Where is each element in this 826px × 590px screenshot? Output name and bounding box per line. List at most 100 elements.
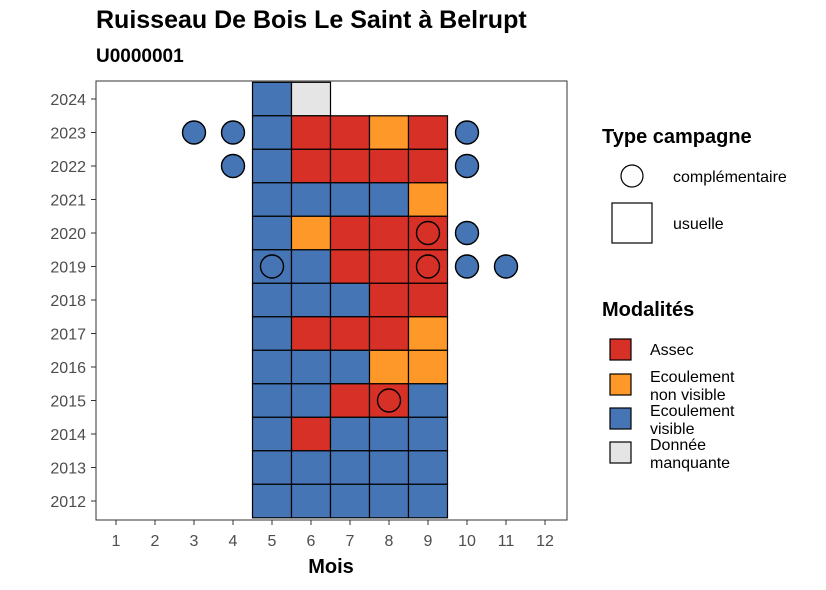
legend-label-ecoulement_non_visible-0: Ecoulement	[650, 369, 735, 386]
x-tick-label-8: 8	[385, 533, 394, 550]
tile-2015-9	[407, 383, 449, 418]
legend-key-ecoulement_non_visible	[609, 373, 632, 396]
tile-2023-9	[407, 115, 449, 150]
tile-2015-7	[329, 383, 371, 418]
x-tick-label-1: 1	[112, 533, 121, 550]
tile-2019-7	[329, 249, 371, 284]
y-tick-label-2019: 2019	[50, 260, 86, 277]
tile-2019-8	[368, 249, 410, 284]
point-2020-10	[454, 220, 480, 246]
tile-2012-5	[251, 483, 293, 519]
x-tick-label-9: 9	[424, 533, 433, 550]
point-2023-3	[181, 120, 207, 145]
tile-2017-5	[251, 316, 293, 351]
tile-2016-6	[290, 349, 332, 385]
x-tick-label-12: 12	[536, 533, 554, 550]
tile-2013-5	[251, 450, 293, 485]
y-tick-label-2022: 2022	[50, 159, 86, 176]
tile-2012-9	[407, 483, 449, 519]
tile-2012-8	[368, 483, 410, 519]
tile-2022-6	[290, 148, 332, 184]
y-tick-label-2018: 2018	[50, 293, 86, 310]
tile-2022-9	[407, 148, 449, 184]
tile-2013-6	[290, 450, 332, 485]
x-tick-label-7: 7	[346, 533, 355, 550]
y-tick-label-2020: 2020	[50, 226, 86, 243]
y-tick-label-2017: 2017	[50, 327, 86, 344]
x-axis: 1 2 3 4 5 6 7 8 9 10 11 12	[112, 520, 554, 550]
tile-2023-8	[368, 115, 410, 150]
tile-2012-7	[329, 483, 371, 519]
tiles-layer	[251, 81, 449, 519]
x-tick-label-2: 2	[151, 533, 160, 550]
x-tick-label-3: 3	[190, 533, 199, 550]
tile-2024-5	[251, 81, 293, 117]
y-axis: 2012 2013 2014 2015 2016 2017 2018 2019 2020 2021…	[50, 92, 96, 511]
x-tick-label-5: 5	[268, 533, 277, 550]
tile-2016-9	[407, 349, 449, 385]
tile-2017-8	[368, 316, 410, 351]
tile-2014-6	[290, 416, 332, 452]
tile-2016-7	[329, 349, 371, 385]
tile-2021-5	[251, 182, 293, 217]
tile-2017-9	[407, 316, 449, 351]
tile-2021-7	[329, 182, 371, 217]
x-tick-label-11: 11	[498, 533, 515, 550]
y-tick-label-2013: 2013	[50, 461, 86, 478]
tile-2014-8	[368, 416, 410, 452]
point-2019-9	[415, 254, 441, 279]
tile-2016-5	[251, 349, 293, 385]
chart-title: Ruisseau De Bois Le Saint à Belrupt	[96, 6, 527, 34]
point-2023-4	[220, 120, 246, 145]
tile-2018-7	[329, 282, 371, 318]
tile-2014-9	[407, 416, 449, 452]
x-tick-label-6: 6	[307, 533, 316, 550]
y-tick-label-2014: 2014	[50, 427, 86, 444]
point-2023-10	[454, 120, 480, 145]
y-tick-label-2016: 2016	[50, 360, 86, 377]
point-2015-8	[376, 388, 402, 413]
tile-2014-7	[329, 416, 371, 452]
legend-type-label-complementaire: complémentaire	[673, 169, 787, 186]
point-2022-4	[220, 153, 246, 179]
tile-2022-7	[329, 148, 371, 184]
legend-label-ecoulement_visible-0: Ecoulement	[650, 403, 735, 420]
point-2019-11	[493, 254, 519, 279]
tile-2022-8	[368, 148, 410, 184]
legend-type-campagne: Type campagne complémentaire usuelle	[602, 126, 787, 244]
legend-label-donnee_manquante-1: manquante	[650, 455, 730, 472]
tile-2018-8	[368, 282, 410, 318]
tile-2023-5	[251, 115, 293, 150]
tile-2020-7	[329, 215, 371, 251]
legend-type-title: Type campagne	[602, 126, 752, 148]
y-tick-label-2012: 2012	[50, 494, 86, 511]
tile-2013-7	[329, 450, 371, 485]
tile-2024-6	[290, 81, 332, 117]
legend-modalites-title: Modalités	[602, 299, 694, 321]
legend-label-ecoulement_non_visible-1: non visible	[650, 387, 726, 404]
tile-2020-5	[251, 215, 293, 251]
tile-2018-5	[251, 282, 293, 318]
y-tick-label-2015: 2015	[50, 394, 86, 411]
tile-2013-9	[407, 450, 449, 485]
tile-2018-9	[407, 282, 449, 318]
legend-square-symbol	[611, 202, 653, 244]
chart-subtitle: U0000001	[96, 46, 184, 67]
tile-2018-6	[290, 282, 332, 318]
y-tick-label-2021: 2021	[50, 193, 86, 210]
legend-circle-symbol	[620, 164, 644, 188]
legend-label-ecoulement_visible-1: visible	[650, 421, 695, 438]
tile-2017-7	[329, 316, 371, 351]
point-2019-10	[454, 254, 480, 279]
legend-key-assec	[609, 338, 632, 361]
tile-2012-6	[290, 483, 332, 519]
point-2019-5	[259, 254, 285, 279]
tile-2022-5	[251, 148, 293, 184]
y-tick-label-2024: 2024	[50, 92, 86, 109]
legend-label-donnee_manquante-0: Donnée	[650, 437, 706, 454]
x-tick-label-10: 10	[458, 533, 476, 550]
tile-2021-9	[407, 182, 449, 217]
tile-2016-8	[368, 349, 410, 385]
